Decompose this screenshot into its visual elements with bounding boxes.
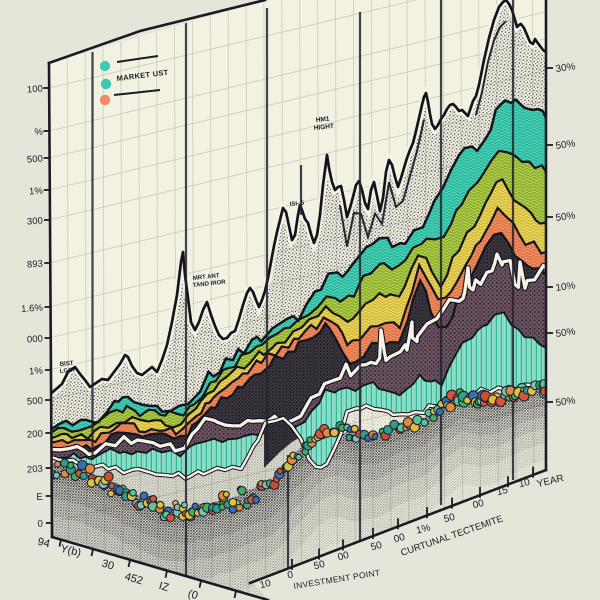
svg-text:00: 00 <box>472 498 486 511</box>
svg-text:50: 50 <box>370 540 384 553</box>
svg-text:MRT ANT: MRT ANT <box>193 273 221 282</box>
svg-text:50%: 50% <box>555 210 576 224</box>
svg-text:50%: 50% <box>555 326 576 340</box>
svg-text:50: 50 <box>313 559 327 572</box>
svg-text:ISI- 5: ISI- 5 <box>290 200 306 208</box>
svg-text:1%: 1% <box>29 365 44 377</box>
svg-text:100: 100 <box>27 84 44 96</box>
svg-text:203: 203 <box>27 464 44 476</box>
svg-text:94: 94 <box>36 536 51 551</box>
svg-text:1.6%: 1.6% <box>21 302 44 315</box>
svg-text:10%: 10% <box>555 280 576 294</box>
svg-text:Y(b): Y(b) <box>59 543 82 560</box>
svg-text:30%: 30% <box>555 61 576 75</box>
svg-text:00: 00 <box>393 532 407 545</box>
svg-text:0: 0 <box>286 569 294 581</box>
svg-text:1%: 1% <box>415 522 432 536</box>
svg-text:HM1: HM1 <box>315 116 330 124</box>
svg-text:500: 500 <box>27 396 44 408</box>
svg-text:30: 30 <box>100 558 115 573</box>
svg-text:50: 50 <box>443 512 457 525</box>
svg-text:50%: 50% <box>555 138 576 152</box>
svg-text:10: 10 <box>259 578 273 591</box>
svg-text:TAND IROR: TAND IROR <box>193 280 227 289</box>
svg-text:%: % <box>34 126 44 138</box>
svg-text:HIGHT: HIGHT <box>313 123 334 132</box>
svg-text:1%: 1% <box>29 185 44 197</box>
svg-text:000: 000 <box>27 334 44 346</box>
svg-text:893: 893 <box>27 259 44 271</box>
svg-text:BIST: BIST <box>60 361 75 368</box>
svg-text:10: 10 <box>518 477 532 490</box>
svg-text:300: 300 <box>27 216 44 228</box>
svg-text:200: 200 <box>27 429 44 441</box>
svg-text:IZ: IZ <box>157 580 170 594</box>
svg-text:452: 452 <box>123 571 144 588</box>
svg-text:500: 500 <box>27 154 44 166</box>
svg-text:(0: (0 <box>186 588 199 600</box>
svg-text:0: 0 <box>37 519 43 530</box>
svg-text:E: E <box>36 492 43 503</box>
svg-text:15: 15 <box>496 485 510 498</box>
svg-text:LGOF: LGOF <box>60 367 78 375</box>
svg-text:00: 00 <box>337 550 351 563</box>
svg-text:50%: 50% <box>555 395 576 409</box>
